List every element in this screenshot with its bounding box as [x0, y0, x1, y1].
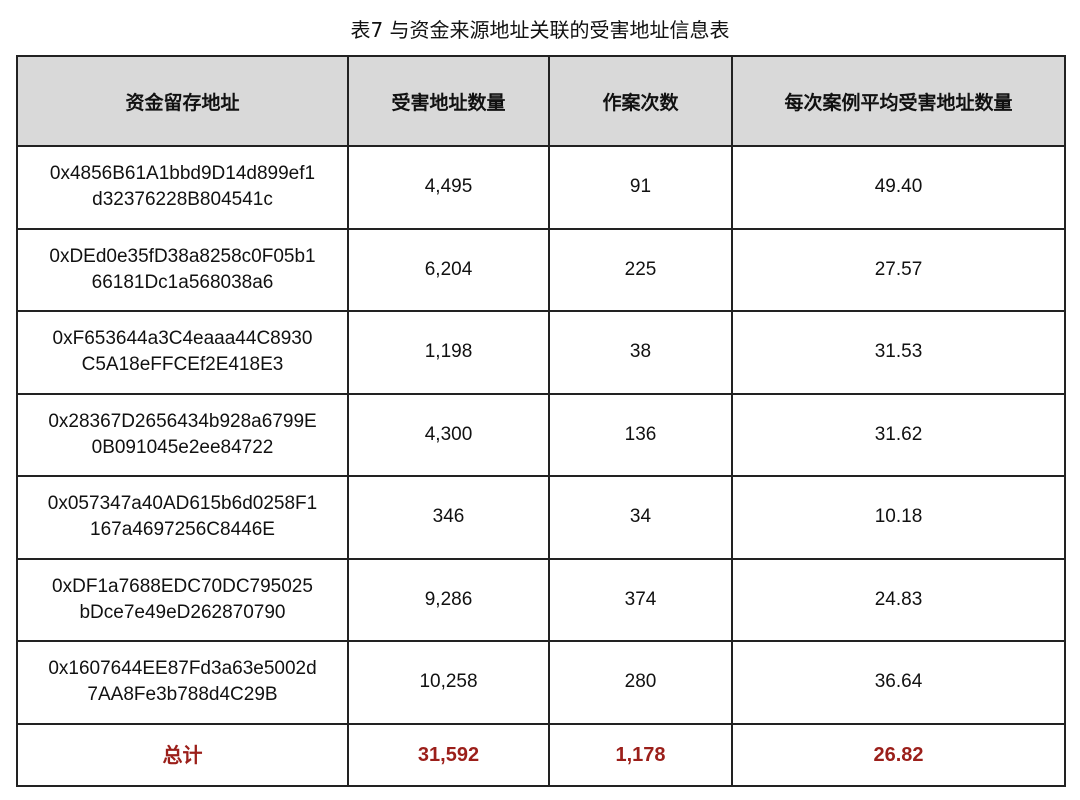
victims-cell: 4,495 — [347, 145, 550, 230]
average-cell: 49.40 — [731, 145, 1066, 230]
address-cell: 0xDF1a7688EDC70DC795025 bDce7e49eD2628707… — [16, 557, 349, 642]
address-cell: 0x1607644EE87Fd3a63e5002d 7AA8Fe3b788d4C2… — [16, 640, 349, 725]
cases-cell: 225 — [548, 227, 733, 312]
total-row: 总计 31,592 1,178 26.82 — [16, 722, 1066, 787]
table-row: 0x4856B61A1bbd9D14d899ef1 d32376228B80454… — [16, 145, 1066, 230]
address-line-2: C5A18eFFCEf2E418E3 — [81, 354, 284, 376]
cases-cell: 91 — [548, 145, 733, 230]
address-line-1: 0xDF1a7688EDC70DC795025 — [52, 575, 313, 597]
header-cases: 作案次数 — [548, 55, 733, 147]
header-row: 资金留存地址 受害地址数量 作案次数 每次案例平均受害地址数量 — [16, 55, 1066, 147]
victims-cell: 6,204 — [347, 227, 550, 312]
address-line-2: 167a4697256C8446E — [90, 519, 275, 541]
victims-cell: 1,198 — [347, 310, 550, 395]
victims-cell: 346 — [347, 475, 550, 560]
header-victims: 受害地址数量 — [347, 55, 550, 147]
address-line-2: 0B091045e2ee84722 — [91, 436, 274, 458]
table-row: 0x1607644EE87Fd3a63e5002d 7AA8Fe3b788d4C2… — [16, 640, 1066, 725]
cases-cell: 280 — [548, 640, 733, 725]
address-line-2: bDce7e49eD262870790 — [79, 601, 286, 623]
cases-cell: 38 — [548, 310, 733, 395]
average-cell: 24.83 — [731, 557, 1066, 642]
table-row: 0xDEd0e35fD38a8258c0F05b1 66181Dc1a568038… — [16, 227, 1066, 312]
address-line-2: 66181Dc1a568038a6 — [91, 271, 274, 293]
total-average: 26.82 — [731, 722, 1066, 787]
victim-address-table: 资金留存地址 受害地址数量 作案次数 每次案例平均受害地址数量 0x4856B6… — [16, 55, 1066, 787]
address-line-1: 0x1607644EE87Fd3a63e5002d — [48, 658, 317, 680]
cases-cell: 34 — [548, 475, 733, 560]
victims-cell: 4,300 — [347, 392, 550, 477]
address-line-1: 0x057347a40AD615b6d0258F1 — [47, 493, 318, 515]
cases-cell: 136 — [548, 392, 733, 477]
address-cell: 0x28367D2656434b928a6799E 0B091045e2ee847… — [16, 392, 349, 477]
address-line-2: 7AA8Fe3b788d4C29B — [87, 684, 278, 706]
victims-cell: 10,258 — [347, 640, 550, 725]
average-cell: 36.64 — [731, 640, 1066, 725]
address-cell: 0x4856B61A1bbd9D14d899ef1 d32376228B80454… — [16, 145, 349, 230]
address-line-1: 0xF653644a3C4eaaa44C8930 — [52, 328, 313, 350]
table-row: 0x28367D2656434b928a6799E 0B091045e2ee847… — [16, 392, 1066, 477]
total-label: 总计 — [16, 722, 349, 787]
table-title: 表7 与资金来源地址关联的受害地址信息表 — [350, 18, 730, 42]
address-line-1: 0x28367D2656434b928a6799E — [48, 410, 317, 432]
address-line-1: 0xDEd0e35fD38a8258c0F05b1 — [49, 245, 316, 267]
address-line-2: d32376228B804541c — [92, 189, 273, 211]
address-cell: 0x057347a40AD615b6d0258F1 167a4697256C844… — [16, 475, 349, 560]
header-address: 资金留存地址 — [16, 55, 349, 147]
cases-cell: 374 — [548, 557, 733, 642]
address-cell: 0xF653644a3C4eaaa44C8930 C5A18eFFCEf2E418… — [16, 310, 349, 395]
average-cell: 31.53 — [731, 310, 1066, 395]
average-cell: 31.62 — [731, 392, 1066, 477]
table-row: 0xF653644a3C4eaaa44C8930 C5A18eFFCEf2E418… — [16, 310, 1066, 395]
table-row: 0xDF1a7688EDC70DC795025 bDce7e49eD2628707… — [16, 557, 1066, 642]
table-row: 0x057347a40AD615b6d0258F1 167a4697256C844… — [16, 475, 1066, 560]
total-cases: 1,178 — [548, 722, 733, 787]
total-victims: 31,592 — [347, 722, 550, 787]
victims-cell: 9,286 — [347, 557, 550, 642]
header-average: 每次案例平均受害地址数量 — [731, 55, 1066, 147]
address-line-1: 0x4856B61A1bbd9D14d899ef1 — [49, 163, 316, 185]
average-cell: 27.57 — [731, 227, 1066, 312]
average-cell: 10.18 — [731, 475, 1066, 560]
address-cell: 0xDEd0e35fD38a8258c0F05b1 66181Dc1a568038… — [16, 227, 349, 312]
